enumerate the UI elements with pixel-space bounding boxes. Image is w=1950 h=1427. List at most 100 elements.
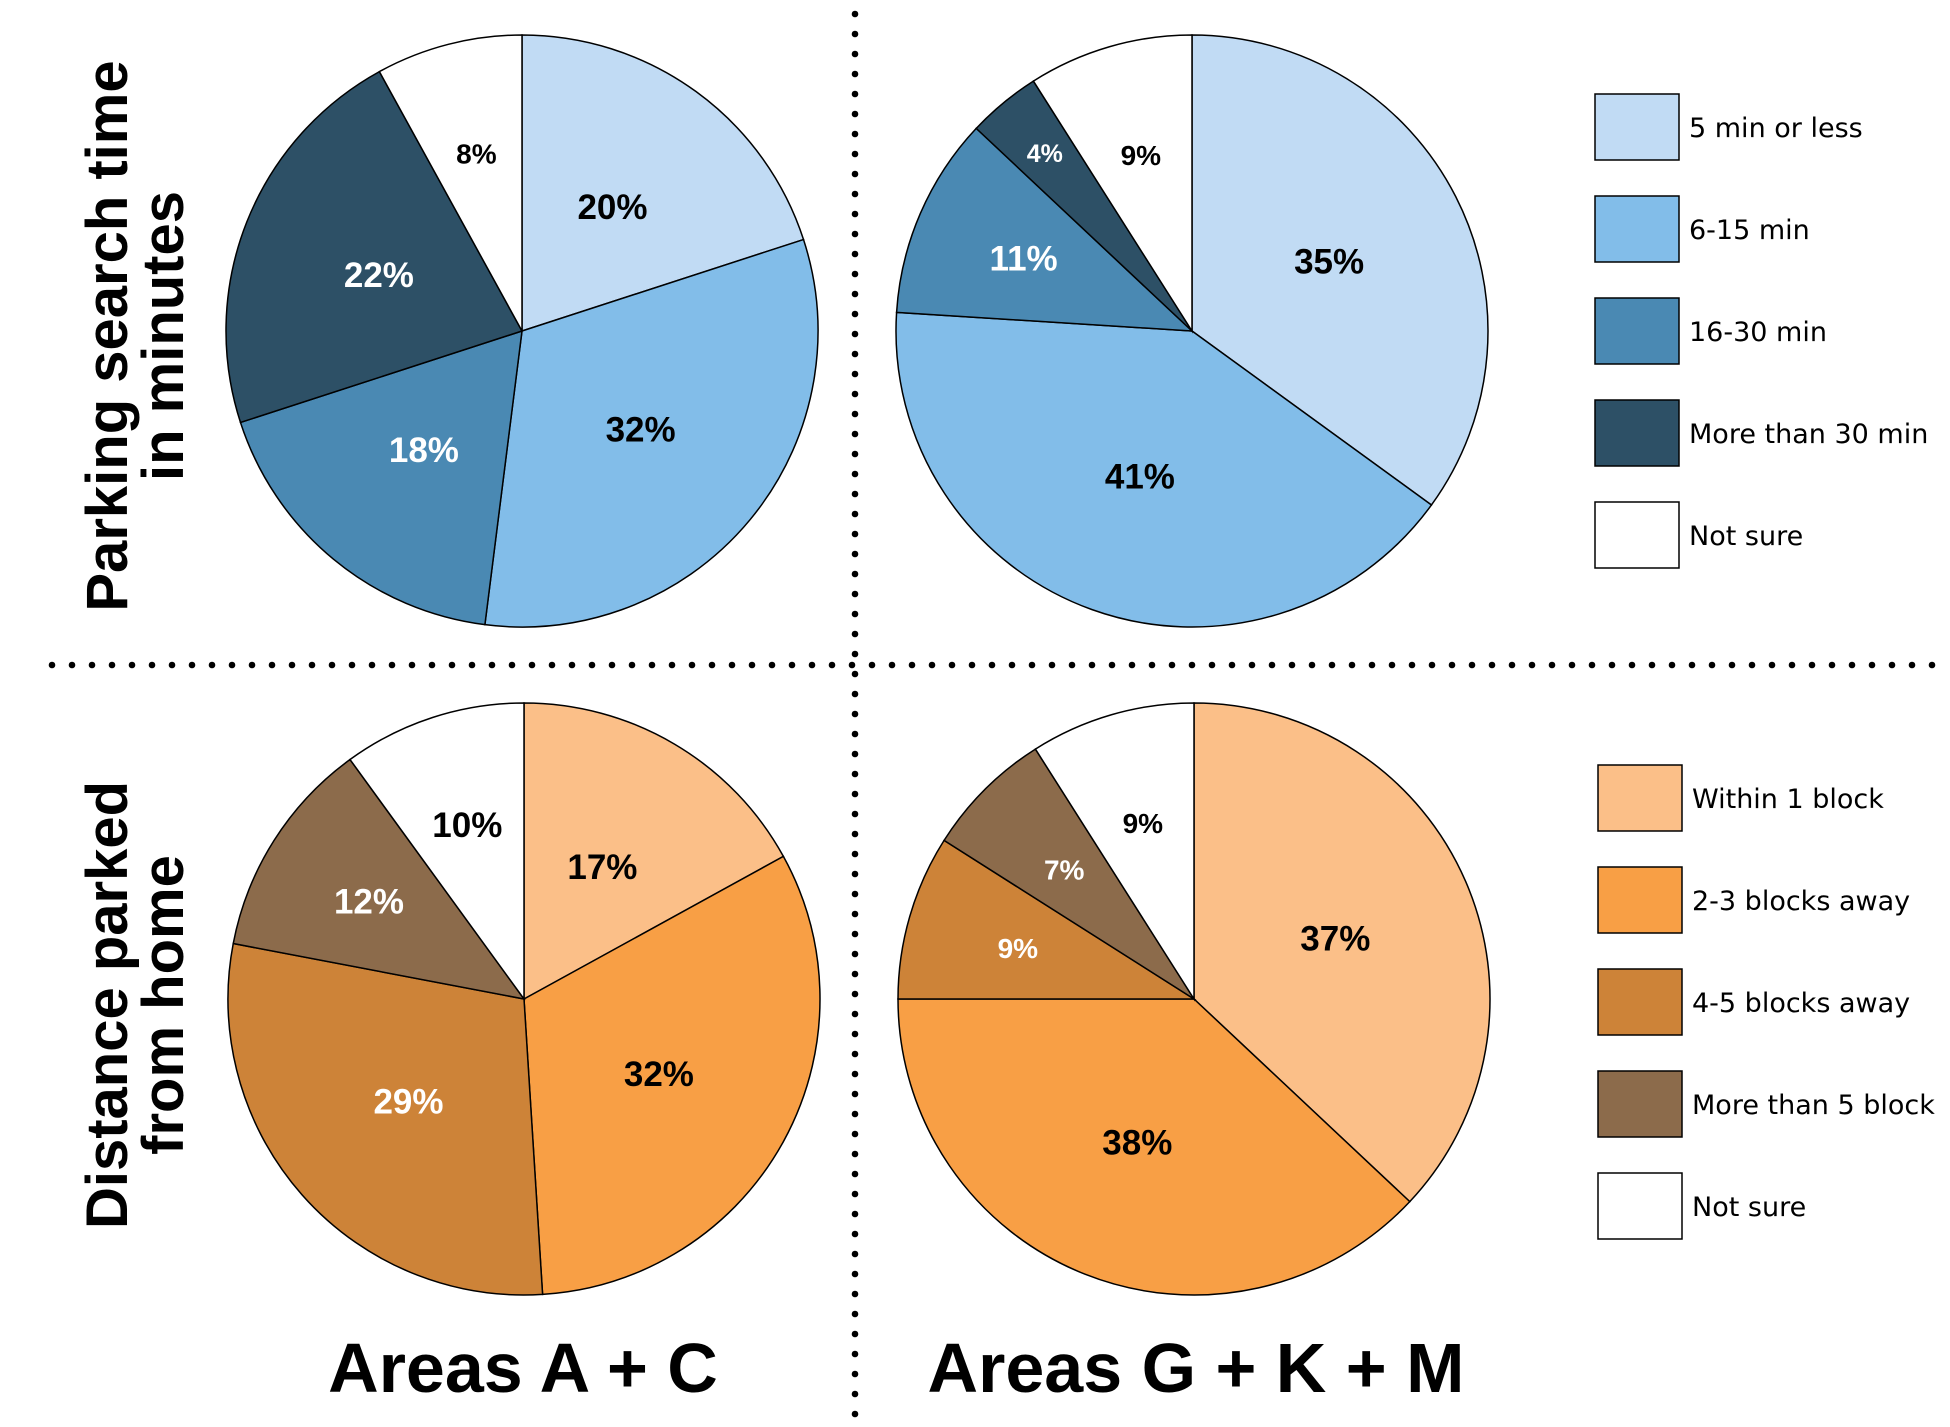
- divider-dot: [1168, 661, 1176, 669]
- row-title-bottom-line1: Distance parked: [75, 781, 140, 1229]
- divider-dot: [851, 390, 859, 398]
- divider-dot: [368, 661, 376, 669]
- divider-dot: [748, 661, 756, 669]
- column-title-areas-a-c: Areas A + C: [328, 1329, 718, 1407]
- slice-value-label: 41%: [1105, 457, 1175, 496]
- divider-dot: [708, 661, 716, 669]
- divider-dot: [548, 661, 556, 669]
- divider-dot: [851, 310, 859, 318]
- divider-dot: [488, 661, 496, 669]
- divider-dot: [208, 661, 216, 669]
- divider-dot: [1248, 661, 1256, 669]
- divider-dot: [851, 530, 859, 538]
- divider-dot: [851, 1390, 859, 1398]
- legend-swatch: [1597, 1172, 1683, 1240]
- pie-slice-16-30-min: [239, 329, 523, 626]
- divider-dot: [128, 661, 136, 669]
- divider-dot: [108, 661, 116, 669]
- divider-dot: [851, 170, 859, 178]
- pie-slice-within-1-block: [523, 702, 785, 1001]
- divider-dot: [588, 661, 596, 669]
- divider-dot: [851, 290, 859, 298]
- row-title-bottom-line2: from home: [131, 855, 196, 1155]
- divider-dot: [428, 661, 436, 669]
- divider-dot: [851, 1270, 859, 1278]
- slice-value-label: 32%: [624, 1055, 694, 1094]
- divider-dot: [851, 1070, 859, 1078]
- divider-dot: [851, 190, 859, 198]
- divider-dot: [1128, 661, 1136, 669]
- divider-dot: [851, 210, 859, 218]
- slice-value-label: 38%: [1102, 1124, 1172, 1163]
- divider-dot: [1068, 661, 1076, 669]
- slice-value-label: 32%: [606, 411, 676, 450]
- divider-dot: [48, 661, 56, 669]
- row-title-top-line2: in minutes: [131, 191, 196, 481]
- legends: 5 min or less 6-15 min 16-30 min More than …: [1594, 93, 1935, 1240]
- divider-dot: [1328, 661, 1336, 669]
- divider-dot: [848, 661, 856, 669]
- pie-slice-5-min-or-less: [1191, 34, 1489, 507]
- divider-dot: [851, 590, 859, 598]
- legend-swatch: [1594, 297, 1680, 365]
- divider-dot: [851, 950, 859, 958]
- divider-dot: [1408, 661, 1416, 669]
- pie-slice-4-5-blocks-away: [897, 839, 1197, 1000]
- divider-dot: [1308, 661, 1316, 669]
- divider-dot: [1468, 661, 1476, 669]
- slice-value-label: 10%: [432, 806, 502, 845]
- legend-distance: Within 1 block 2-3 blocks away 4-5 blocks …: [1597, 764, 1935, 1240]
- divider-dot: [988, 661, 996, 669]
- divider-dot: [1508, 661, 1516, 669]
- divider-dot: [851, 490, 859, 498]
- divider-dot: [948, 661, 956, 669]
- divider-dot: [1108, 661, 1116, 669]
- divider-dot: [1828, 661, 1836, 669]
- divider-dot: [851, 610, 859, 618]
- legend-swatch: [1597, 866, 1683, 934]
- legend-label: 16-30 min: [1689, 317, 1827, 348]
- legend-label: More than 30 min: [1689, 419, 1928, 450]
- divider-dot: [1188, 661, 1196, 669]
- divider-dot: [851, 910, 859, 918]
- divider-dot: [851, 1350, 859, 1358]
- slice-value-label: 4%: [1027, 140, 1063, 168]
- divider-dot: [768, 661, 776, 669]
- divider-dot: [851, 970, 859, 978]
- pie-charts: 20%32%18%22%8%35%41%11%4% 9%17%32%29%12%1…: [225, 34, 1491, 1296]
- divider-dot: [628, 661, 636, 669]
- divider-dot: [851, 370, 859, 378]
- divider-dot: [1388, 661, 1396, 669]
- pie-slice-more-than-5-block: [232, 758, 526, 1001]
- divider-dot: [1448, 661, 1456, 669]
- divider-dot: [1208, 661, 1216, 669]
- legend-swatch: [1594, 195, 1680, 263]
- slice-value-label: 22%: [344, 256, 414, 295]
- pie-slice-not-sure: [378, 34, 523, 332]
- slice-value-label: 35%: [1294, 243, 1364, 282]
- divider-dot: [788, 661, 796, 669]
- divider-dot: [1668, 661, 1676, 669]
- pie-slice-not-sure: [348, 702, 525, 1002]
- divider-dot: [851, 850, 859, 858]
- slice-value-label: 9%: [1123, 808, 1164, 839]
- pie-slice-6-15-min: [895, 311, 1433, 628]
- divider-dot: [648, 661, 656, 669]
- divider-dot: [288, 661, 296, 669]
- divider-dot: [851, 150, 859, 158]
- slice-value-label: 9%: [998, 933, 1039, 964]
- divider-dot: [851, 930, 859, 938]
- divider-dot: [928, 661, 936, 669]
- divider-dot: [851, 30, 859, 38]
- divider-dot: [851, 70, 859, 78]
- divider-dot: [851, 470, 859, 478]
- divider-dot: [868, 661, 876, 669]
- divider-dot: [448, 661, 456, 669]
- pie-chart-time-areas-a-c: 20% 32% 18% 22% 8%: [225, 34, 819, 628]
- slice-value-label: 29%: [373, 1082, 443, 1121]
- row-title-top-line1: Parking search time: [75, 60, 140, 611]
- divider-dot: [851, 710, 859, 718]
- divider-dot: [88, 661, 96, 669]
- legend-label: Not sure: [1689, 521, 1803, 552]
- divider-dot: [851, 830, 859, 838]
